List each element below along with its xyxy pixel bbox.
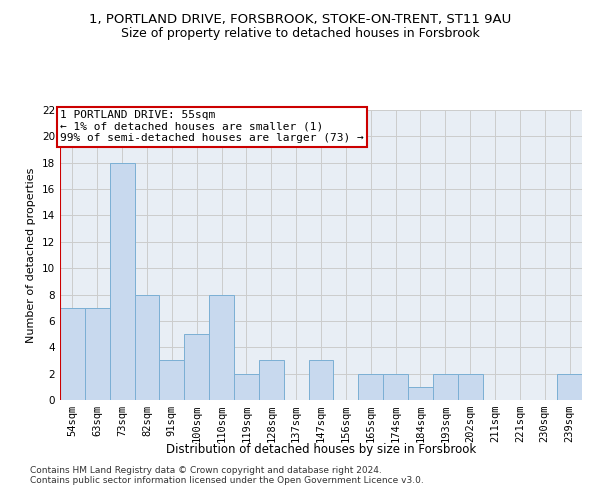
Bar xyxy=(383,374,408,400)
Bar xyxy=(60,308,85,400)
Text: Distribution of detached houses by size in Forsbrook: Distribution of detached houses by size … xyxy=(166,442,476,456)
Bar xyxy=(408,387,433,400)
Text: 1, PORTLAND DRIVE, FORSBROOK, STOKE-ON-TRENT, ST11 9AU: 1, PORTLAND DRIVE, FORSBROOK, STOKE-ON-T… xyxy=(89,12,511,26)
Bar xyxy=(184,334,209,400)
Bar xyxy=(458,374,482,400)
Bar xyxy=(433,374,458,400)
Bar xyxy=(85,308,110,400)
Bar xyxy=(308,360,334,400)
Text: 1 PORTLAND DRIVE: 55sqm
← 1% of detached houses are smaller (1)
99% of semi-deta: 1 PORTLAND DRIVE: 55sqm ← 1% of detached… xyxy=(60,110,364,143)
Bar xyxy=(134,294,160,400)
Bar xyxy=(234,374,259,400)
Bar xyxy=(209,294,234,400)
Text: Contains HM Land Registry data © Crown copyright and database right 2024.
Contai: Contains HM Land Registry data © Crown c… xyxy=(30,466,424,485)
Y-axis label: Number of detached properties: Number of detached properties xyxy=(26,168,37,342)
Bar xyxy=(160,360,184,400)
Bar xyxy=(358,374,383,400)
Bar xyxy=(557,374,582,400)
Bar xyxy=(110,162,134,400)
Bar xyxy=(259,360,284,400)
Text: Size of property relative to detached houses in Forsbrook: Size of property relative to detached ho… xyxy=(121,28,479,40)
